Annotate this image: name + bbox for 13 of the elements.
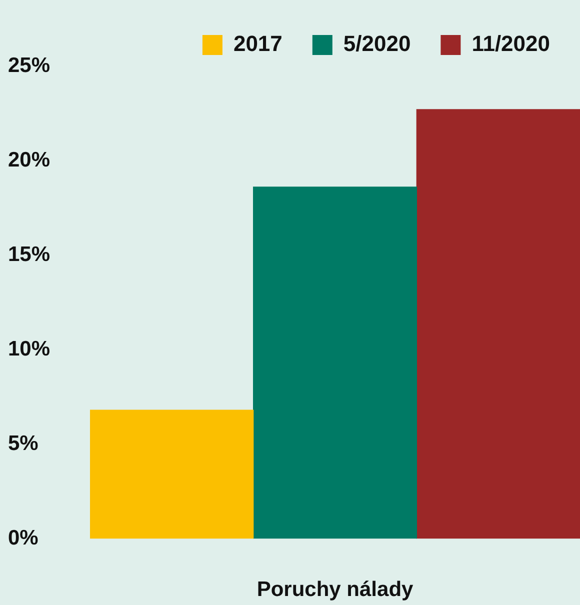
y-tick-label: 10% [8,337,50,360]
bar [90,410,254,539]
y-tick-label: 15% [8,242,50,266]
y-tick-label: 25% [8,54,50,77]
y-tick-label: 20% [8,148,50,172]
legend-label: 2017 [233,31,282,56]
legend-label: 5/2020 [343,31,411,56]
y-tick-label: 0% [8,526,39,550]
legend-label: 11/2020 [472,31,550,56]
x-axis-title: Poruchy nálady [256,578,414,602]
bar [253,186,417,539]
y-tick-label: 5% [8,432,39,455]
bar [416,109,580,539]
